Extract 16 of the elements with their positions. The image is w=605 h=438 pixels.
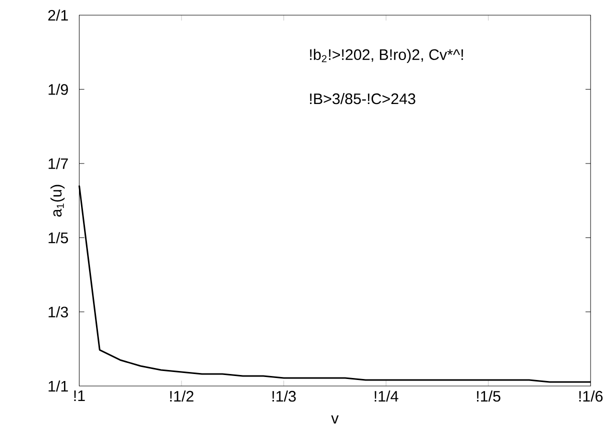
text: 1/1 [48, 380, 68, 392]
text: !B>3/85-!C>243 [310, 92, 416, 104]
text: 1/3 [48, 306, 68, 318]
y-axis-title: a$_{1}$(u) [50, 184, 65, 216]
x-tick-label: !1/2 [170, 390, 194, 402]
text: 1/7 [48, 158, 68, 169]
text: 2/1 [48, 9, 68, 21]
x-tick-label: !1/3 [272, 390, 296, 402]
x-tick-label: !1 [74, 390, 85, 401]
text: 1/9 [48, 84, 68, 95]
x-tick-label: !1/5 [477, 390, 500, 402]
text: 1/5 [48, 232, 68, 244]
x-tick-label: !1/4 [374, 390, 398, 402]
x-tick-label: !1/6 [579, 390, 603, 402]
text: !b$_{2}$!>!202, B!ro)2, Cv*^! [310, 48, 463, 63]
x-axis-title: v [331, 415, 339, 424]
